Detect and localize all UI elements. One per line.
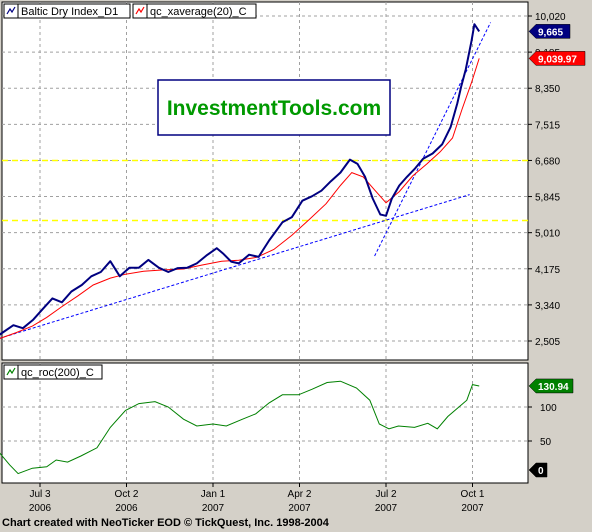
- x-tick-label: Oct 2: [115, 489, 139, 500]
- legend-label-roc: qc_roc(200)_C: [21, 367, 94, 379]
- y-tick-label: 5,010: [535, 229, 560, 240]
- last-value-zero-flag: [528, 462, 548, 478]
- watermark-text: InvestmentTools.com: [167, 97, 381, 120]
- y-tick-label: 6,680: [535, 156, 560, 167]
- footer-credit: Chart created with NeoTicker EOD © TickQ…: [2, 517, 329, 529]
- x-tick-year: 2006: [115, 503, 138, 514]
- watermark-logo: InvestmentTools.com: [157, 79, 391, 136]
- trendline: [374, 22, 492, 257]
- x-tick-year: 2007: [288, 503, 311, 514]
- y-tick-label: 10,020: [535, 12, 566, 23]
- last-value-price-label: 9,665: [538, 27, 563, 38]
- x-tick-label: Jan 1: [201, 489, 226, 500]
- series-average-line: [0, 58, 480, 339]
- last-value-roc-label: 130.94: [538, 382, 569, 393]
- roc-series: [0, 380, 480, 475]
- x-tick-year: 2006: [29, 503, 52, 514]
- trendline: [0, 194, 470, 339]
- trendlines: [0, 22, 492, 339]
- line-series-icon: [6, 367, 16, 376]
- roc-panel: 100 50 130.94 0 qc_roc(200)_C: [0, 362, 574, 484]
- price-legend: Baltic Dry Index_D1 qc_xaverage(20)_C: [3, 3, 257, 19]
- series-roc-line: [0, 380, 480, 475]
- x-tick-year: 2007: [461, 503, 484, 514]
- series-price-line: [0, 23, 481, 336]
- x-tick-label: Oct 1: [461, 489, 485, 500]
- roc-grid: [2, 363, 528, 483]
- watermark-box: [157, 79, 391, 136]
- price-series: [0, 23, 481, 339]
- last-value-average-flag: [528, 51, 586, 66]
- x-tick-label: Apr 2: [288, 489, 312, 500]
- price-panel: 10,0209,1858,3507,5156,6805,8455,0104,17…: [0, 1, 586, 361]
- roc-last-values: 130.94 0: [528, 378, 574, 478]
- x-tick-label: Jul 3: [29, 489, 51, 500]
- x-tick-year: 2007: [375, 503, 398, 514]
- y-tick-label: 7,515: [535, 120, 560, 131]
- price-last-values: 9,665 9,039.97: [528, 24, 586, 66]
- x-axis: Jul 3 2006 Oct 2 2006 Jan 1 2007 Apr 2 2007 Jul …: [29, 483, 485, 514]
- y-tick-label: 3,340: [535, 301, 560, 312]
- x-tick-label: Jul 2: [375, 489, 397, 500]
- last-value-roc-flag: [528, 378, 574, 394]
- y-tick-label: 4,175: [535, 265, 560, 276]
- line-series-icon: [135, 6, 145, 15]
- roc-legend: qc_roc(200)_C: [3, 364, 103, 380]
- last-value-average-label: 9,039.97: [538, 54, 577, 65]
- legend-label-average: qc_xaverage(20)_C: [150, 6, 247, 18]
- horizontal-lines: [2, 159, 528, 222]
- y-tick-label: 100: [540, 403, 557, 414]
- x-tick-year: 2007: [202, 503, 225, 514]
- y-tick-label: 5,845: [535, 193, 560, 204]
- legend-label-price: Baltic Dry Index_D1: [21, 6, 118, 18]
- line-series-icon: [6, 6, 16, 15]
- price-plot-area: [1, 1, 529, 361]
- last-value-zero-label: 0: [538, 466, 544, 477]
- y-tick-label: 8,350: [535, 84, 560, 95]
- roc-plot-area: [1, 362, 529, 484]
- y-tick-label: 2,505: [535, 337, 560, 348]
- y-tick-label: 50: [540, 437, 552, 448]
- last-value-price-flag: [528, 24, 571, 39]
- roc-y-axis: 100 50: [528, 403, 557, 448]
